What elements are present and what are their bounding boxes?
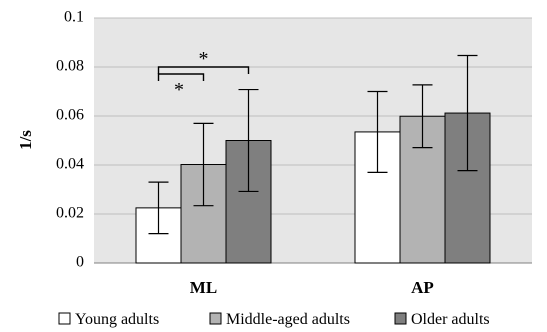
y-tick-labels: 0 0.02 0.04 0.06 0.08 0.1: [56, 9, 84, 271]
significance-brackets: **: [157, 48, 250, 101]
y-axis-title: 1/s: [16, 130, 35, 150]
legend-swatch: [58, 312, 71, 325]
y-tick-label: 0.02: [56, 205, 84, 222]
x-category-label: AP: [411, 278, 434, 297]
y-tick-label: 0.04: [56, 156, 84, 173]
y-tick-label: 0: [76, 254, 84, 271]
legend-label: Older adults: [411, 311, 490, 328]
legend-label: Middle-aged adults: [226, 311, 350, 328]
error-bars: [148, 54, 478, 235]
x-category-label: ML: [190, 278, 217, 297]
significance-bracket: [157, 73, 205, 81]
significance-bracket: [157, 66, 250, 74]
y-tick-label: 0.08: [56, 58, 84, 75]
legend: Young adults Middle-aged adults Older adul…: [58, 311, 490, 328]
y-tick-label: 0.06: [56, 107, 84, 124]
significance-marker: *: [199, 48, 209, 70]
legend-swatch: [394, 312, 407, 325]
legend-label: Young adults: [75, 311, 159, 328]
y-tick-label: 0.1: [64, 9, 84, 26]
legend-swatch: [209, 312, 222, 325]
x-category-labels: ML AP: [190, 278, 434, 297]
significance-marker: *: [174, 79, 184, 101]
